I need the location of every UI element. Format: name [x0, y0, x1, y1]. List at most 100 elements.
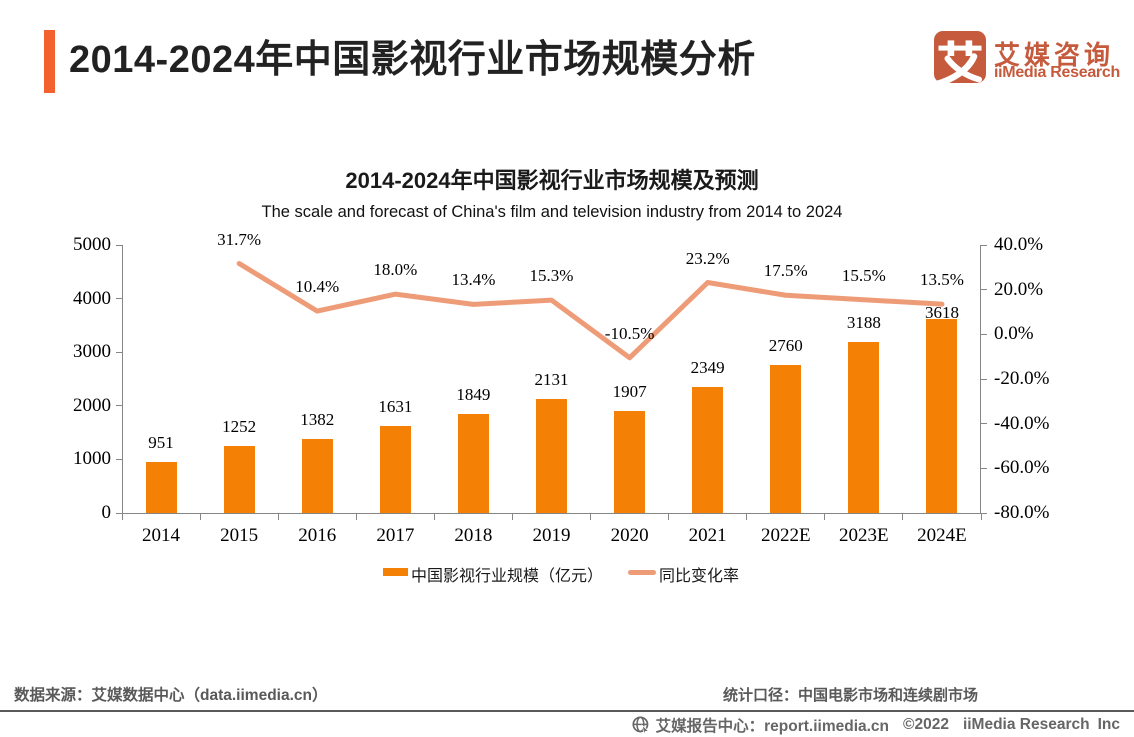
rate-value-label: 13.5%: [919, 270, 964, 290]
x-tick-label: 2017: [376, 525, 415, 546]
bar: [145, 462, 177, 513]
x-axis-tick: [824, 514, 826, 520]
y-axis-label: 0: [101, 502, 112, 523]
rate-value-label: 23.2%: [685, 248, 730, 268]
y2-axis-label: -40.0%: [994, 412, 1050, 434]
bar-value-label: 1252: [222, 416, 257, 436]
bar: [457, 413, 489, 513]
y2-axis-label: -60.0%: [994, 457, 1050, 479]
bar-value-label: 951: [148, 433, 174, 453]
title-accent-bar: [44, 30, 55, 93]
bar: [848, 342, 880, 513]
y2-axis-tick: [981, 378, 987, 380]
x-axis-tick: [121, 514, 123, 520]
iimedia-logo-icon: [934, 31, 986, 83]
bar: [223, 445, 255, 513]
legend-bar-swatch: [383, 568, 408, 576]
footer-divider: [0, 710, 1134, 712]
y-axis-tick: [116, 298, 122, 300]
bar-value-label: 1907: [612, 381, 647, 401]
x-tick-label: 2023E: [839, 525, 889, 546]
x-tick-label: 2024E: [917, 525, 967, 546]
x-axis-tick: [902, 514, 904, 520]
chart-subtitle: The scale and forecast of China's film a…: [261, 203, 843, 221]
x-tick-label: 2019: [532, 525, 571, 546]
y-axis-label: 4000: [73, 287, 111, 309]
bar-value-label: 3618: [924, 302, 959, 322]
y2-axis-label: 40.0%: [994, 234, 1044, 255]
x-tick-label: 2022E: [760, 525, 811, 546]
x-axis-tick: [746, 514, 748, 520]
bar-value-label: 3188: [846, 313, 881, 333]
data-source-note: 数据来源：艾媒数据中心（data.iimedia.cn）: [14, 687, 328, 704]
legend-line-swatch: [628, 570, 656, 575]
rate-value-label: 13.4%: [451, 270, 496, 290]
rate-value-label: 10.4%: [295, 277, 340, 297]
left-y-axis: [122, 245, 123, 514]
chart-title: 2014-2024年中国影视行业市场规模及预测: [345, 168, 759, 193]
footer-copyright: ©2022: [903, 715, 949, 733]
x-axis-tick: [199, 514, 201, 520]
y2-axis-label: 0.0%: [994, 323, 1034, 345]
y-axis-tick: [116, 244, 122, 246]
x-axis-tick: [590, 514, 592, 520]
footer-report-center: 艾媒报告中心：report.iimedia.cn: [655, 717, 890, 735]
x-axis-tick: [355, 514, 357, 520]
y-axis-label: 5000: [73, 234, 111, 255]
y2-axis-tick: [981, 244, 987, 246]
bar: [770, 365, 802, 513]
x-axis-tick: [668, 514, 670, 520]
x-tick-label: 2014: [142, 525, 181, 546]
y-axis-tick: [116, 405, 122, 407]
y-axis-tick: [116, 351, 122, 353]
globe-cursor-icon: [632, 715, 650, 734]
bar: [379, 425, 411, 513]
y2-axis-label: -20.0%: [994, 368, 1050, 389]
rate-line: [236, 261, 945, 361]
footer-bar: 艾媒报告中心：report.iimedia.cn ©2022 iiMedia R…: [0, 712, 1120, 737]
y2-axis-label: 20.0%: [994, 278, 1044, 300]
bar-value-label: 1849: [456, 384, 491, 404]
x-tick-label: 2020: [610, 525, 649, 546]
y2-axis-tick: [981, 512, 987, 514]
rate-value-label: 17.5%: [763, 261, 808, 281]
rate-value-label: 15.5%: [841, 265, 886, 285]
legend-bar-label: 中国影视行业规模（亿元）: [411, 568, 604, 585]
y2-axis-tick: [981, 289, 987, 291]
y-axis-label: 3000: [73, 341, 111, 363]
x-axis-tick: [511, 514, 513, 520]
y-axis-label: 1000: [73, 448, 111, 470]
x-axis: [122, 513, 981, 514]
rate-value-label: 31.7%: [217, 229, 262, 249]
y-axis-tick: [116, 458, 122, 460]
statistic-scope-note: 统计口径：中国电影市场和连续剧市场: [723, 687, 979, 704]
x-tick-label: 2021: [688, 525, 727, 546]
x-tick-label: 2018: [454, 525, 493, 546]
footer-company: iiMedia Research: [962, 715, 1090, 733]
x-tick-label: 2016: [298, 525, 337, 546]
rate-value-label: 18.0%: [373, 260, 418, 280]
y-axis-tick: [116, 512, 122, 514]
x-tick-label: 2015: [220, 525, 259, 546]
page-title: 2014-2024年中国影视行业市场规模分析: [69, 39, 756, 81]
legend-line-label: 同比变化率: [659, 568, 740, 585]
right-y-axis: [980, 245, 981, 514]
legend: 中国影视行业规模（亿元） 同比变化率: [0, 560, 1134, 586]
bar: [536, 398, 567, 513]
bar-value-label: 2349: [690, 358, 725, 378]
bar-value-label: 1631: [378, 396, 413, 416]
bar: [614, 410, 646, 513]
rate-value-label: -10.5%: [604, 323, 655, 343]
y2-axis-tick: [981, 333, 987, 335]
y2-axis-label: -80.0%: [994, 502, 1050, 523]
rate-value-label: 15.3%: [529, 266, 574, 286]
y2-axis-tick: [981, 467, 987, 469]
bar-value-label: 2131: [534, 369, 569, 389]
plot-area: 0 1000 2000 3000 4000 5000 -80.0% -60.0% -40.0% -…: [73, 230, 1049, 546]
bar-value-label: 2760: [768, 336, 803, 356]
bar: [692, 387, 724, 513]
bar-value-label: 1382: [300, 409, 335, 429]
brand-name-en: iiMedia Research: [994, 64, 1120, 81]
brand-name-cn: 艾媒咨询: [994, 40, 1115, 70]
